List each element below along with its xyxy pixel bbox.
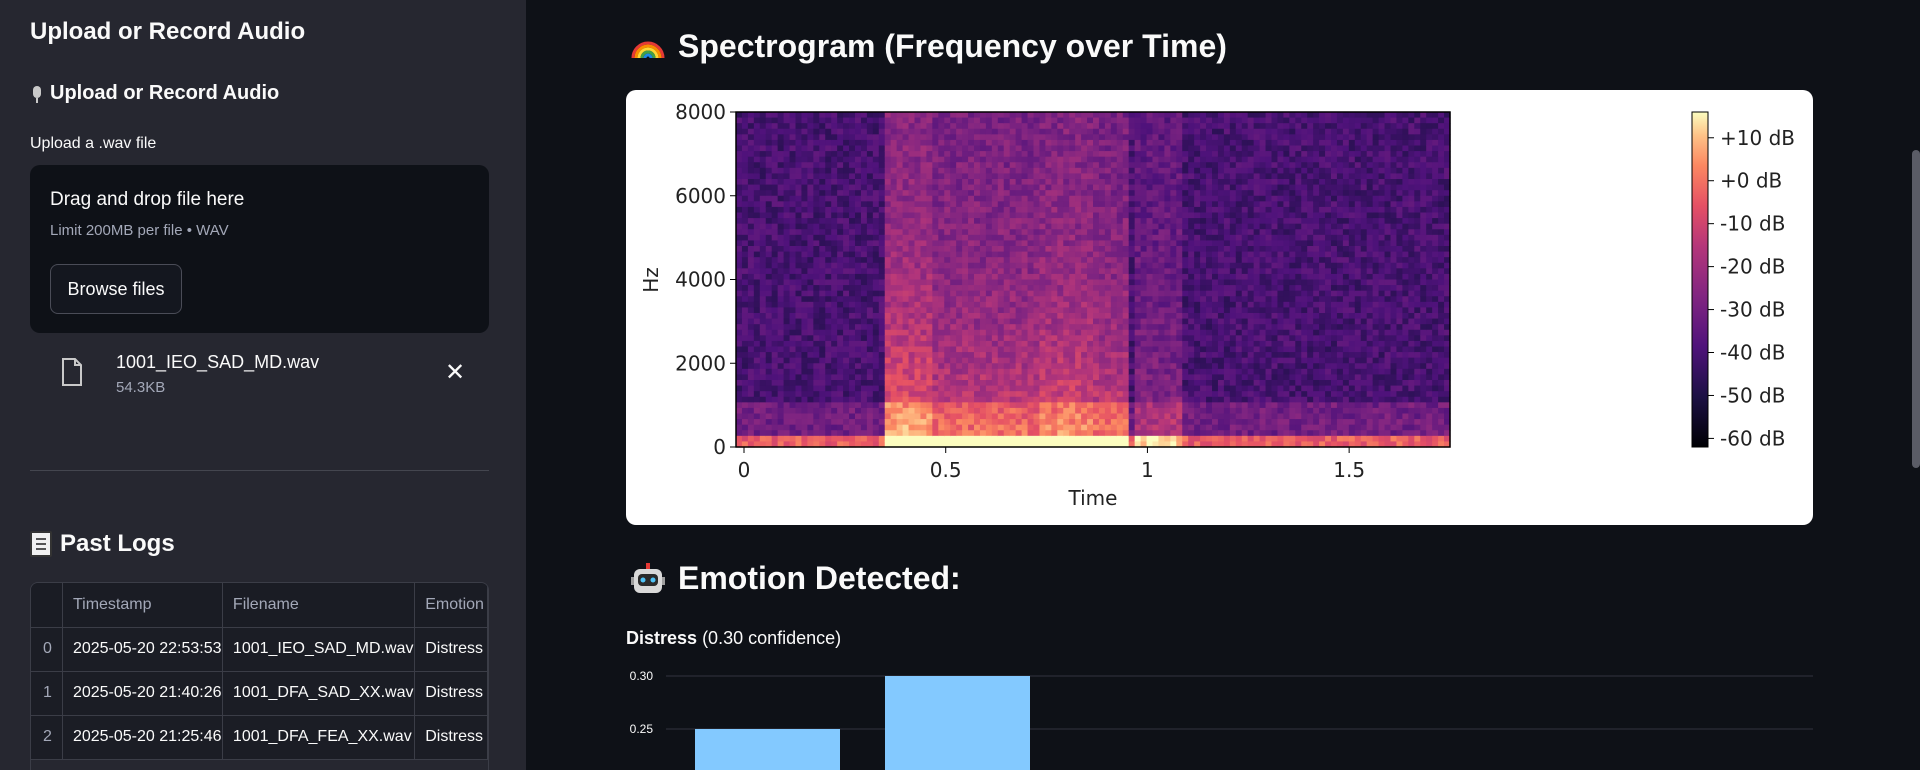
colorbar-tick-label: -20 dB — [1720, 255, 1785, 279]
table-row[interactable]: 0 2025-05-20 22:53:53 1001_IEO_SAD_MD.wav D… — [31, 627, 488, 672]
rainbow-icon — [631, 41, 665, 58]
y-axis-label: Hz — [639, 267, 663, 293]
table-cell: 1001_DFA_FEA_XX.wav — [222, 715, 416, 760]
main-scrollbar[interactable] — [1912, 150, 1920, 468]
bar-y-tick-label: 0.30 — [630, 669, 654, 683]
confidence-bar-chart: 0.30 0.25 — [626, 660, 1813, 770]
dropzone-limit: Limit 200MB per file • WAV — [50, 222, 229, 239]
bar — [695, 729, 840, 770]
emotion-result: Distress (0.30 confidence) — [626, 628, 841, 649]
close-icon: ✕ — [444, 358, 466, 386]
x-axis-label: Time — [1068, 486, 1118, 510]
colorbar — [1691, 111, 1709, 448]
emotion-label: Distress — [626, 628, 698, 648]
sidebar-title: Upload or Record Audio — [30, 18, 306, 45]
past-logs-title: Past Logs — [30, 530, 175, 558]
colorbar-tick-label: +0 dB — [1720, 169, 1782, 193]
column-header-index[interactable] — [31, 583, 63, 628]
x-tick-label: 1 — [1141, 458, 1154, 482]
dropzone-title: Drag and drop file here — [50, 189, 245, 210]
scroll-icon — [30, 531, 52, 557]
sidebar-divider — [30, 470, 489, 471]
file-icon — [62, 358, 82, 386]
browse-files-button[interactable]: Browse files — [50, 264, 182, 314]
robot-icon — [631, 562, 665, 593]
emotion-heading-label: Emotion Detected: — [678, 560, 961, 596]
table-cell: Distress — [414, 627, 488, 672]
table-cell: 2025-05-20 22:53:53 — [62, 627, 223, 672]
spectrogram-cells — [736, 112, 1451, 448]
sidebar-subheader-label: Upload or Record Audio — [50, 82, 280, 104]
table-cell: Distress — [414, 671, 488, 716]
uploaded-file-size: 54.3KB — [116, 379, 166, 396]
logs-table[interactable]: Timestamp Filename Emotion 0 2025-05-20 22:… — [30, 582, 489, 770]
table-row[interactable]: 1 2025-05-20 21:40:26 1001_DFA_SAD_XX.wav D… — [31, 671, 488, 716]
colorbar-tick-label: -60 dB — [1720, 426, 1785, 450]
colorbar-tick-label: -10 dB — [1720, 212, 1785, 236]
column-header[interactable]: Timestamp — [62, 583, 223, 628]
uploaded-file-row: 1001_IEO_SAD_MD.wav 54.3KB ✕ — [30, 345, 489, 405]
x-tick-label: 0 — [738, 458, 751, 482]
colorbar-tick-label: -30 dB — [1720, 298, 1785, 322]
x-tick-label: 0.5 — [930, 458, 962, 482]
colorbar-tick-label: +10 dB — [1720, 126, 1795, 150]
upload-label: Upload a .wav file — [30, 135, 157, 152]
logs-body: 0 2025-05-20 22:53:53 1001_IEO_SAD_MD.wav D… — [31, 627, 488, 760]
y-tick-label: 2000 — [675, 351, 726, 375]
uploaded-file-name: 1001_IEO_SAD_MD.wav — [116, 352, 320, 372]
y-tick-label: 0 — [713, 435, 726, 459]
spectrogram-card: 0 2000 4000 6000 8000 0 0.5 1 1.5 Time Hz +10 dB +0 … — [626, 90, 1813, 525]
y-tick-label: 4000 — [675, 268, 726, 292]
table-cell: 2025-05-20 21:25:46 — [62, 715, 223, 760]
emotion-heading: Emotion Detected: — [630, 560, 961, 597]
past-logs-label: Past Logs — [60, 530, 175, 557]
logs-header-row: Timestamp Filename Emotion — [31, 583, 488, 628]
y-tick-label: 8000 — [675, 100, 726, 124]
table-cell: 2025-05-20 21:40:26 — [62, 671, 223, 716]
table-row[interactable]: 2 2025-05-20 21:25:46 1001_DFA_FEA_XX.wav D… — [31, 715, 488, 760]
table-cell: 1001_DFA_SAD_XX.wav — [222, 671, 416, 716]
main-content: Spectrogram (Frequency over Time) 0 2000 4… — [526, 0, 1920, 770]
row-index: 2 — [31, 715, 63, 760]
emotion-confidence: (0.30 confidence) — [702, 628, 842, 648]
bar-chart-svg: 0.30 0.25 — [630, 669, 1813, 770]
spectrogram-heading-label: Spectrogram (Frequency over Time) — [678, 28, 1227, 64]
file-dropzone[interactable]: Drag and drop file here Limit 200MB per … — [30, 165, 489, 333]
bar-y-tick-label: 0.25 — [630, 722, 654, 736]
colorbar-tick-label: -50 dB — [1720, 383, 1785, 407]
table-cell: Distress — [414, 715, 488, 760]
microphone-icon — [30, 84, 44, 104]
row-index: 0 — [31, 627, 63, 672]
row-index: 1 — [31, 671, 63, 716]
table-cell: 1001_IEO_SAD_MD.wav — [222, 627, 416, 672]
colorbar-tick-label: -40 dB — [1720, 341, 1785, 365]
remove-file-button[interactable]: ✕ — [442, 358, 468, 386]
spectrogram-heading: Spectrogram (Frequency over Time) — [630, 28, 1227, 65]
spectrogram-chart: 0 2000 4000 6000 8000 0 0.5 1 1.5 Time Hz +10 dB +0 … — [639, 100, 1795, 510]
column-header[interactable]: Emotion — [414, 583, 488, 628]
logs-table-grid: Timestamp Filename Emotion 0 2025-05-20 22:… — [31, 583, 488, 760]
y-tick-label: 6000 — [675, 184, 726, 208]
x-tick-label: 1.5 — [1333, 458, 1365, 482]
column-header[interactable]: Filename — [222, 583, 416, 628]
sidebar: Upload or Record Audio Upload or Record … — [0, 0, 526, 770]
sidebar-subheader: Upload or Record Audio — [30, 82, 279, 105]
bar — [885, 676, 1030, 770]
